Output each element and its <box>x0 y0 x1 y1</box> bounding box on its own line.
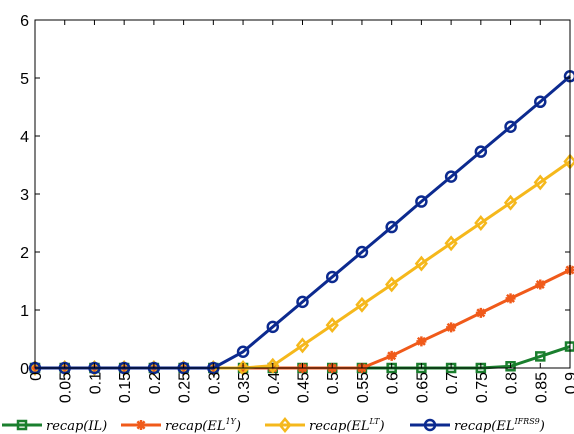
plot-area <box>35 20 570 368</box>
x-tick-label-2: 0.1 <box>87 372 104 394</box>
data-point-1-14 <box>446 322 457 333</box>
data-point-2-16 <box>503 194 518 211</box>
legend-label-tail-2: ) <box>378 419 384 434</box>
legend-label-sup-1: 1Y <box>225 417 236 426</box>
data-point-3-15 <box>474 145 488 158</box>
x-tick-label-9: 0.45 <box>296 372 313 403</box>
data-point-1-15 <box>475 307 486 318</box>
data-point-3-11 <box>355 245 369 259</box>
data-point-2-15 <box>474 215 488 231</box>
legend-label-0: recap(IL) <box>46 419 107 434</box>
data-point-0-17 <box>535 351 546 362</box>
data-point-0-16 <box>505 361 516 372</box>
x-tick-label-6: 0.3 <box>206 372 223 394</box>
data-point-1-16 <box>505 293 516 304</box>
x-tick-label-13: 0.65 <box>414 372 431 403</box>
y-tick-label-2: 2 <box>20 245 29 262</box>
x-tick-label-8: 0.4 <box>266 372 283 394</box>
legend-marker-1 <box>136 420 146 430</box>
y-tick-label-6: 6 <box>20 13 29 30</box>
x-tick-label-5: 0.25 <box>177 372 194 403</box>
y-tick-label-1: 1 <box>20 303 29 320</box>
legend-label-base-0: recap(IL) <box>46 419 107 434</box>
data-point-3-10 <box>325 270 339 284</box>
data-point-3-12 <box>385 220 398 234</box>
data-point-3-9 <box>296 295 309 309</box>
legend-label-base-1: recap(EL <box>165 419 225 434</box>
y-tick-label-4: 4 <box>20 129 29 146</box>
data-point-3-16 <box>504 120 517 133</box>
y-tick-label-5: 5 <box>20 71 29 88</box>
data-point-2-13 <box>414 255 429 272</box>
data-point-2-8 <box>266 357 280 374</box>
legend-label-3: recap(ELIFRS9) <box>454 417 545 434</box>
legend-marker-2 <box>278 417 292 433</box>
legend-label-2: recap(ELLT) <box>309 417 385 434</box>
y-tick-label-0: 0 <box>20 361 29 378</box>
legend: recap(IL) recap(EL1Y) recap(ELLT) recap(ELI… <box>2 417 545 434</box>
x-tick-label-1: 0.05 <box>58 372 75 403</box>
x-tick-label-7: 0.35 <box>236 372 253 403</box>
axes-layer: 0 1 2 3 4 5 6 0 0.05 0.1 0.15 0.2 0.25 0.3 0.35 0.4 0.45… <box>20 13 574 403</box>
data-point-3-7 <box>236 345 250 359</box>
legend-label-sup-3: IFRS9 <box>513 417 539 426</box>
x-tick-label-0: 0 <box>28 372 45 381</box>
legend-label-base-3: recap(EL <box>454 419 514 434</box>
legend-label-tail-3: ) <box>539 419 545 434</box>
legend-marker-3 <box>423 418 437 432</box>
data-point-3-14 <box>444 170 458 183</box>
data-point-2-9 <box>295 337 310 354</box>
x-tick-label-15: 0.75 <box>474 372 491 403</box>
x-tick-label-3: 0.15 <box>117 372 134 403</box>
data-point-2-12 <box>385 276 399 293</box>
legend-entry-1: recap(EL1Y) <box>121 417 241 434</box>
x-tick-label-17: 0.85 <box>533 372 550 403</box>
x-tick-label-14: 0.7 <box>444 372 461 394</box>
legend-label-base-2: recap(EL <box>309 419 369 434</box>
data-point-2-11 <box>355 296 369 313</box>
legend-entry-3: recap(ELIFRS9) <box>410 417 545 434</box>
x-tick-label-16: 0.8 <box>504 372 521 394</box>
y-tick-label-3: 3 <box>20 187 29 204</box>
x-tick-label-10: 0.5 <box>325 372 342 394</box>
data-point-3-13 <box>415 195 428 208</box>
legend-label-sup-2: LT <box>368 417 380 426</box>
data-point-1-13 <box>416 336 427 347</box>
data-point-3-8 <box>266 320 280 334</box>
x-tick-label-12: 0.6 <box>385 372 402 394</box>
legend-marker-0 <box>16 419 28 431</box>
x-tick-label-18: 0.9 <box>563 372 574 394</box>
data-point-1-17 <box>535 279 546 290</box>
legend-label-tail-1: ) <box>235 419 241 434</box>
data-point-2-7 <box>236 360 250 376</box>
data-point-2-10 <box>325 317 339 334</box>
legend-entry-2: recap(ELLT) <box>265 417 385 434</box>
data-point-1-12 <box>386 350 397 361</box>
x-tick-label-11: 0.55 <box>355 372 372 403</box>
data-point-2-14 <box>444 235 458 252</box>
legend-entry-0: recap(IL) <box>2 419 107 434</box>
legend-label-1: recap(EL1Y) <box>165 417 241 434</box>
x-tick-label-4: 0.2 <box>147 372 164 394</box>
data-point-2-17 <box>533 174 547 191</box>
data-point-3-17 <box>534 95 547 109</box>
